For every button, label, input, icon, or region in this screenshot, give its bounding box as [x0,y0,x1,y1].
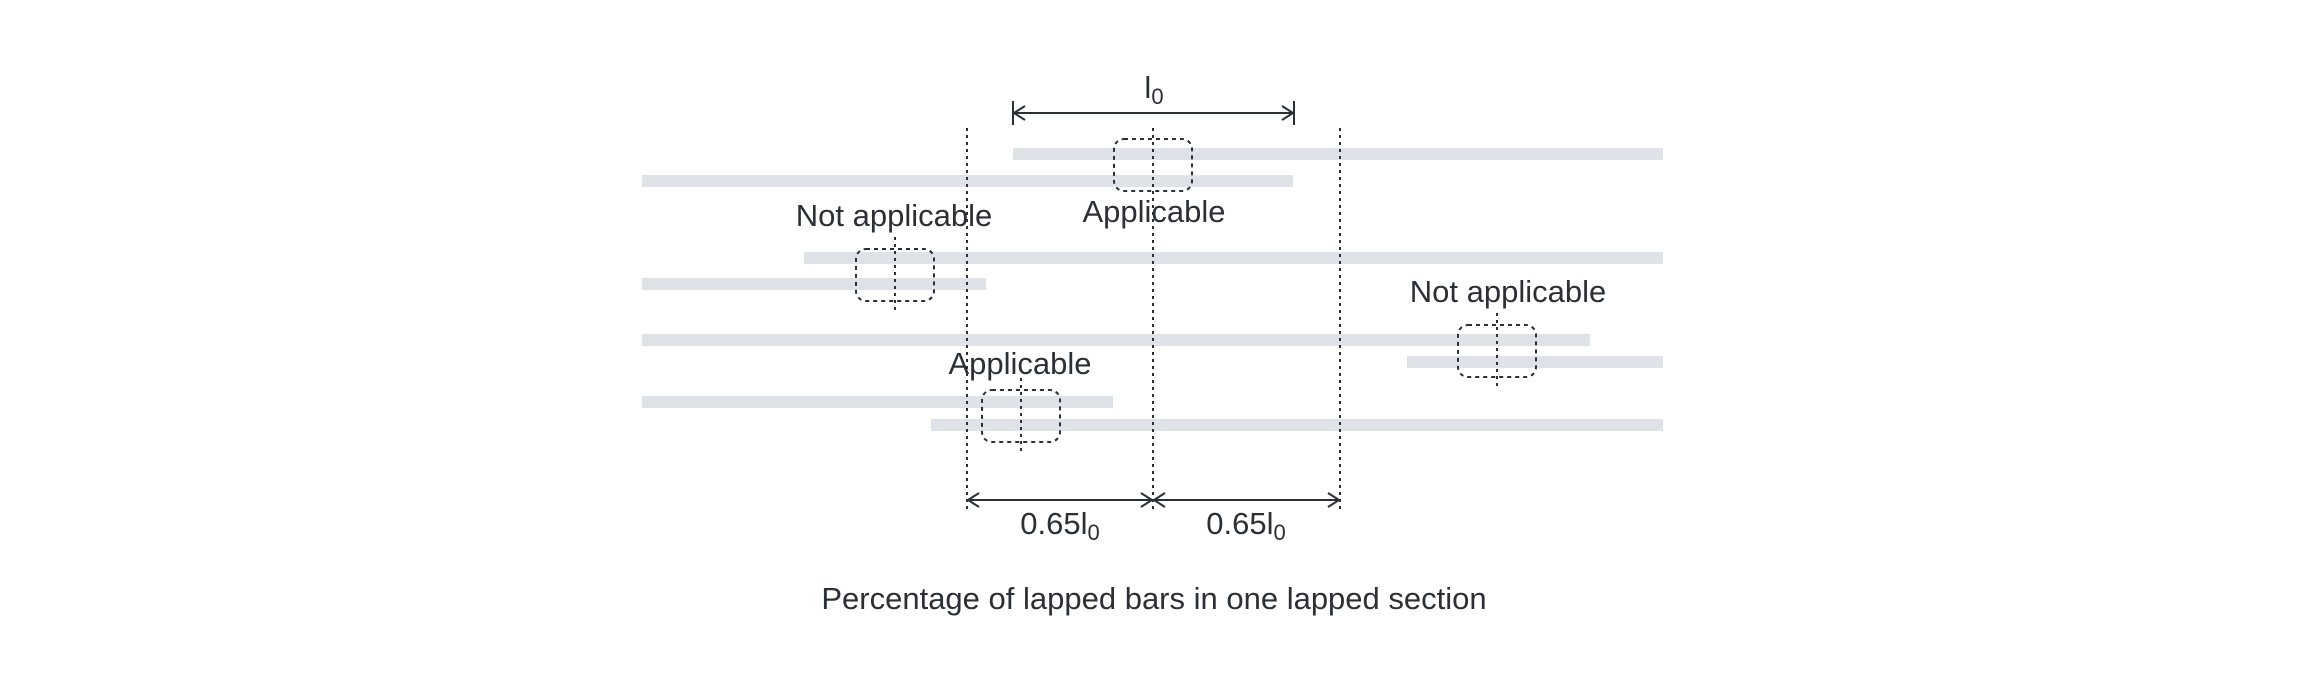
rebar-4-upper [642,396,1113,408]
bottom-left-dimension-main: 0.65l [1020,506,1087,541]
bottom-right-dimension-main: 0.65l [1206,506,1273,541]
rebar-1-upper [1013,148,1663,160]
top-dim-right-arrow [1281,105,1295,121]
bottom-dim-center-arrow-right [1152,492,1166,508]
rebar-3-upper [642,334,1590,346]
splice-markers [855,138,1537,454]
bottom-dim-center-arrow-left [1140,492,1154,508]
splice-box-top [1113,138,1193,192]
bottom-left-dimension-label: 0.65l0 [1020,506,1099,545]
reference-lines [966,128,1341,512]
bottom-right-dimension-label: 0.65l0 [1206,506,1285,545]
top-dimension: l0 [1012,70,1295,125]
splice-box-right [1457,324,1537,378]
rebar-1-lower [642,175,1293,187]
top-dim-left-arrow [1012,105,1026,121]
label-lower-applicable: Applicable [948,346,1091,381]
splice-box-upper-left [855,248,935,302]
label-right-not-applicable: Not applicable [1410,274,1606,309]
rebar-2-upper [804,252,1663,264]
bottom-dim-right-arrow [1327,492,1341,508]
diagram-caption: Percentage of lapped bars in one lapped … [821,581,1486,616]
rebar-4-lower [931,419,1663,431]
top-dimension-main: l [1144,70,1151,105]
top-dimension-sub: 0 [1151,84,1163,109]
rebar-3-lower [1407,356,1663,368]
rebar-group [642,148,1663,431]
top-dimension-label: l0 [1144,70,1163,109]
applicability-labels: Applicable Not applicable Not applicable… [796,194,1606,381]
bottom-left-dimension-sub: 0 [1087,520,1099,545]
splice-box-lower [981,389,1061,443]
bottom-dim-left-arrow [966,492,980,508]
label-upper-left-not-applicable: Not applicable [796,198,992,233]
label-top-applicable: Applicable [1082,194,1225,229]
bottom-dimension: 0.65l0 0.65l0 [966,492,1341,545]
bottom-right-dimension-sub: 0 [1273,520,1285,545]
rebar-2-lower [642,278,986,290]
